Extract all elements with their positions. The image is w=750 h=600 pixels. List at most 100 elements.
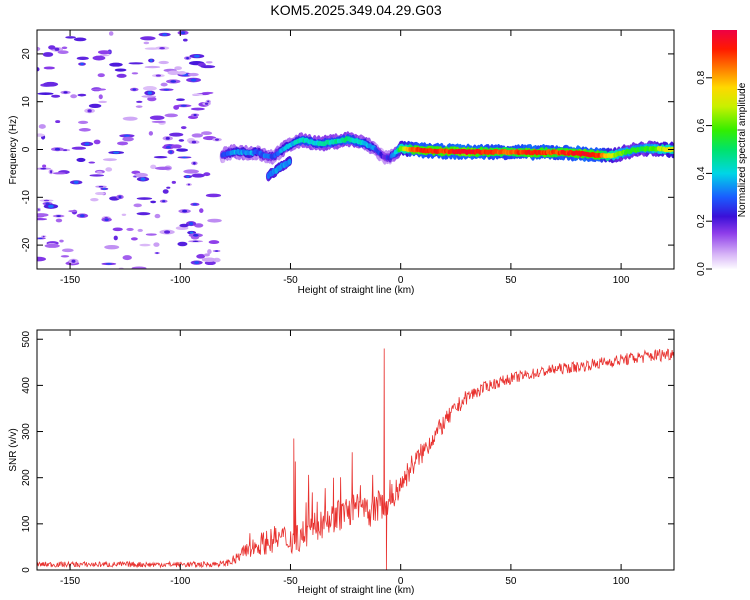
noise-speckle-core (140, 177, 146, 181)
noise-speckle (183, 169, 199, 174)
noise-speckle (148, 131, 154, 136)
noise-speckle-core (191, 140, 197, 144)
noise-speckle-core (63, 91, 68, 94)
noise-speckle-core (204, 102, 209, 105)
noise-speckle (173, 105, 180, 110)
noise-speckle (37, 213, 49, 217)
spectrogram-xtick-label: -100 (170, 275, 190, 286)
noise-speckle (180, 126, 187, 130)
noise-speckle (155, 166, 171, 171)
noise-speckle-core (159, 46, 165, 50)
noise-speckle (77, 93, 87, 97)
snr-series-line (37, 348, 674, 570)
noise-speckle (162, 189, 169, 194)
noise-speckle (203, 172, 211, 177)
noise-speckle (169, 132, 184, 137)
noise-speckle (176, 98, 185, 101)
noise-speckle (150, 164, 157, 169)
noise-speckle-core (98, 185, 104, 188)
noise-speckle-core (215, 138, 219, 141)
noise-speckle (77, 120, 89, 124)
noise-speckle (76, 157, 86, 162)
noise-speckle (136, 212, 151, 216)
spectrogram-ytick-label: -10 (21, 190, 32, 205)
snr-ytick-label: 0 (21, 567, 32, 573)
noise-speckle (93, 139, 101, 145)
noise-speckle (176, 148, 189, 152)
noise-speckle (188, 72, 199, 77)
noise-speckle (122, 116, 138, 121)
noise-speckle (179, 223, 189, 228)
noise-speckle (208, 240, 220, 245)
noise-speckle (38, 124, 46, 129)
spectrogram-plot-area (37, 30, 674, 269)
figure-title: KOM5.2025.349.04.29.G03 (270, 2, 441, 18)
noise-speckle (59, 239, 64, 243)
noise-speckle-core (187, 183, 191, 186)
noise-speckle (99, 54, 110, 57)
noise-speckle (167, 70, 180, 75)
noise-speckle-core (43, 199, 50, 202)
noise-speckle-core (193, 113, 197, 117)
noise-speckle (78, 128, 91, 132)
snr-xtick-label: -150 (60, 576, 80, 587)
noise-speckle (136, 197, 153, 200)
noise-speckle (153, 242, 160, 247)
noise-speckle (43, 66, 55, 70)
noise-speckle (37, 46, 41, 52)
noise-speckle-core (147, 91, 152, 95)
spectrogram-ytick-label: 0 (21, 146, 32, 152)
noise-speckle (121, 213, 127, 216)
noise-speckle-core (56, 215, 61, 217)
noise-speckle (150, 200, 157, 204)
colorbar-tick-label: 0.6 (696, 118, 707, 132)
noise-speckle (102, 158, 117, 162)
noise-speckle (88, 161, 96, 164)
noise-speckle-core (123, 134, 130, 137)
colorbar-gradient (712, 30, 737, 269)
snr-ytick-label: 100 (21, 515, 32, 532)
noise-speckle-core (71, 259, 76, 263)
noise-speckle (73, 37, 87, 42)
noise-speckle (141, 95, 157, 98)
signal-mark (287, 158, 292, 165)
noise-speckle (92, 55, 106, 61)
noise-speckle-core (73, 180, 79, 184)
noise-speckle (149, 115, 165, 121)
noise-speckle (61, 248, 74, 253)
noise-speckle (97, 73, 105, 78)
noise-speckle (194, 223, 204, 228)
noise-speckle (98, 94, 103, 100)
noise-speckle-core (84, 142, 90, 146)
noise-speckle (60, 255, 70, 258)
noise-speckle (37, 92, 54, 95)
spectrogram-ytick-label: 10 (21, 96, 32, 108)
noise-speckle-core (38, 237, 43, 240)
noise-speckle-core (102, 188, 106, 190)
noise-speckle (164, 113, 178, 118)
noise-speckle (130, 237, 138, 241)
spectrogram-xlabel: Height of straight line (km) (298, 285, 415, 296)
noise-speckle (131, 72, 139, 75)
noise-speckle (114, 68, 127, 72)
noise-speckle-core (192, 240, 199, 242)
noise-speckle (42, 52, 54, 57)
noise-speckle (207, 249, 212, 255)
noise-speckle (37, 218, 48, 221)
noise-speckle-core (163, 88, 170, 91)
noise-speckle-core (104, 218, 109, 222)
snr-ytick-label: 300 (21, 423, 32, 440)
noise-speckle (52, 172, 67, 175)
noise-speckle (191, 133, 204, 138)
noise-speckle (136, 100, 143, 103)
noise-speckle-core (54, 147, 61, 151)
noise-speckle-core (193, 161, 196, 165)
noise-speckle (140, 36, 156, 41)
spectrogram-xtick-label: -50 (283, 275, 298, 286)
colorbar-tick-label: 0.4 (696, 166, 707, 180)
noise-speckle-core (165, 136, 170, 140)
noise-speckle-core (165, 146, 171, 149)
